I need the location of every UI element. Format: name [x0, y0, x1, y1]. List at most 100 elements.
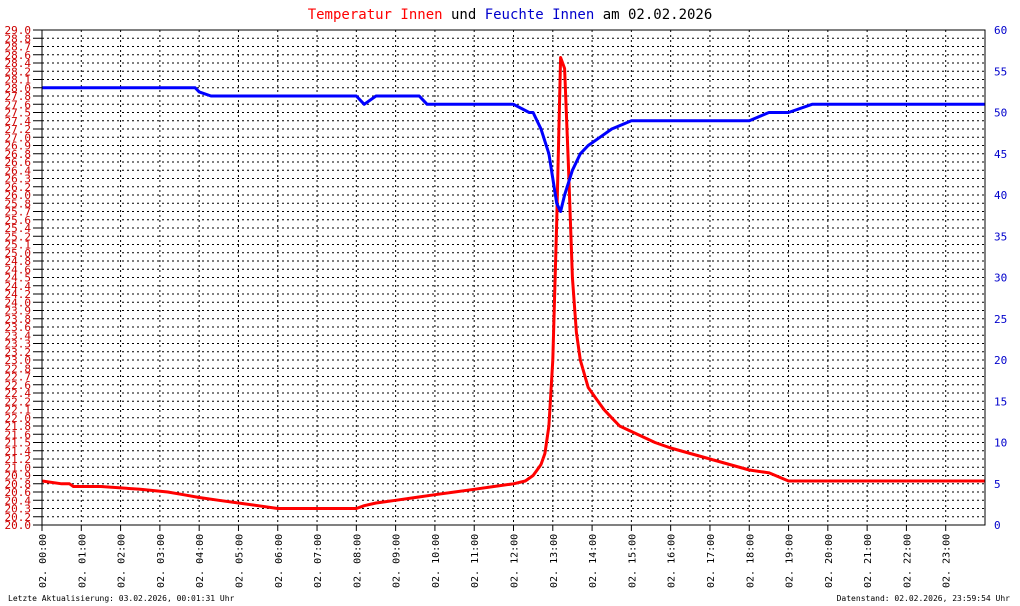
y-left-tick-label: 27.5	[5, 107, 32, 120]
y-left-tick-label: 28.2	[5, 65, 32, 78]
y-left-tick-label: 20.9	[5, 470, 32, 483]
series-line-temperature	[41, 56, 985, 510]
series-layer	[41, 56, 985, 510]
y-left-tick-label: 26.4	[5, 164, 32, 177]
y-left-tick-label: 25.4	[5, 222, 32, 235]
y-left-tick-label: 22.8	[5, 362, 32, 375]
y-left-tick-label: 20.3	[5, 503, 32, 516]
y-left-tick-label: 28.4	[5, 57, 32, 70]
y-right-tick-label: 55	[994, 65, 1007, 78]
x-tick-label: 02. 12:00	[510, 534, 521, 588]
x-tick-label: 02. 09:00	[392, 534, 403, 588]
chart-title-part: Temperatur Innen	[308, 7, 443, 23]
y-left-tick-label: 22.4	[5, 387, 32, 400]
x-tick-label: 02. 15:00	[627, 534, 638, 588]
y-right-tick-label: 20	[994, 354, 1007, 367]
x-tick-label: 02. 02:00	[117, 534, 128, 588]
y-right-tick-label: 60	[994, 24, 1007, 37]
y-left-tick-label: 27.2	[5, 123, 32, 136]
y-left-tick-label: 20.6	[5, 486, 32, 499]
y-left-tick-label: 27.0	[5, 131, 32, 144]
x-tick-label: 02. 16:00	[667, 534, 678, 588]
x-tick-label: 02. 05:00	[234, 534, 245, 588]
x-tick-label: 02. 11:00	[470, 534, 481, 588]
y-left-tick-label: 23.4	[5, 329, 32, 342]
y-right-tick-label: 10	[994, 437, 1007, 450]
x-tick-label: 02. 17:00	[706, 534, 717, 588]
y-left-tick-label: 24.2	[5, 288, 32, 301]
y-right-tick-label: 30	[994, 272, 1007, 285]
y-left-tick-label: 23.6	[5, 321, 32, 334]
x-tick-label: 02. 23:00	[942, 534, 953, 588]
x-tick-label: 02. 08:00	[352, 534, 363, 588]
chart-title: Temperatur Innen und Feuchte Innen am 02…	[308, 7, 713, 23]
y-axis-left: 20.020.220.320.420.620.820.921.021.221.4…	[5, 24, 42, 532]
y-left-tick-label: 28.1	[5, 74, 32, 87]
y-left-tick-label: 23.8	[5, 313, 32, 326]
y-right-tick-label: 40	[994, 189, 1007, 202]
y-left-tick-label: 23.9	[5, 305, 32, 318]
y-left-tick-label: 26.9	[5, 140, 32, 153]
y-left-tick-label: 23.2	[5, 346, 32, 359]
y-left-tick-label: 27.6	[5, 98, 32, 111]
y-axis-right: 0 5 10 15 20 25 30 35 40 45 50 55 60	[994, 24, 1007, 532]
y-left-tick-label: 27.8	[5, 90, 32, 103]
x-tick-label: 02. 18:00	[745, 534, 756, 588]
y-left-tick-label: 25.0	[5, 247, 32, 260]
y-left-tick-label: 21.5	[5, 437, 32, 450]
y-left-tick-label: 22.6	[5, 379, 32, 392]
grid	[42, 30, 985, 525]
x-tick-label: 02. 06:00	[274, 534, 285, 588]
y-left-tick-label: 20.0	[5, 519, 32, 532]
y-left-tick-label: 28.8	[5, 32, 32, 45]
y-left-tick-label: 22.0	[5, 412, 32, 425]
x-tick-label: 02. 22:00	[902, 534, 913, 588]
y-left-tick-label: 21.2	[5, 453, 32, 466]
y-left-tick-label: 22.1	[5, 404, 32, 417]
x-tick-label: 02. 01:00	[77, 534, 88, 588]
x-tick-label: 02. 13:00	[549, 534, 560, 588]
y-left-tick-label: 28.0	[5, 82, 32, 95]
x-tick-label: 02. 14:00	[588, 534, 599, 588]
y-left-tick-label: 20.8	[5, 478, 32, 491]
y-left-tick-label: 25.8	[5, 197, 32, 210]
x-tick-label: 02. 20:00	[824, 534, 835, 588]
y-left-tick-label: 25.2	[5, 230, 32, 243]
y-left-tick-label: 25.1	[5, 239, 32, 252]
y-left-tick-label: 23.0	[5, 354, 32, 367]
y-right-tick-label: 5	[994, 478, 1001, 491]
x-tick-label: 02. 04:00	[195, 534, 206, 588]
y-right-tick-label: 0	[994, 519, 1001, 532]
y-left-tick-label: 29.0	[5, 24, 32, 37]
x-tick-label: 02. 21:00	[863, 534, 874, 588]
y-right-tick-label: 25	[994, 313, 1007, 326]
y-right-tick-label: 35	[994, 230, 1007, 243]
footer-left: Letzte Aktualisierung: 03.02.2026, 00:01…	[8, 594, 235, 603]
chart-title-part: und	[443, 7, 485, 23]
y-left-tick-label: 21.8	[5, 420, 32, 433]
y-left-tick-label: 25.6	[5, 214, 32, 227]
y-left-tick-label: 23.3	[5, 338, 32, 351]
y-left-tick-label: 26.0	[5, 189, 32, 202]
y-left-tick-label: 26.6	[5, 156, 32, 169]
y-left-tick-label: 21.0	[5, 461, 32, 474]
series-line-humidity	[42, 86, 985, 213]
y-left-tick-label: 21.4	[5, 445, 32, 458]
y-left-tick-label: 22.7	[5, 371, 32, 384]
x-tick-label: 02. 10:00	[431, 534, 442, 588]
y-left-tick-label: 24.5	[5, 272, 32, 285]
y-left-tick-label: 28.6	[5, 49, 32, 62]
y-left-tick-label: 21.6	[5, 428, 32, 441]
y-left-tick-label: 20.2	[5, 511, 32, 524]
chart-title-part: am 02.02.2026	[594, 7, 712, 23]
y-left-tick-label: 22.2	[5, 395, 32, 408]
x-tick-label: 02. 00:00	[38, 534, 49, 588]
y-left-tick-label: 24.6	[5, 263, 32, 276]
y-left-tick-label: 28.7	[5, 41, 32, 54]
y-left-tick-label: 26.2	[5, 181, 32, 194]
x-axis: 02. 00:00 02. 01:00 02. 02:00 02. 03:00 02. …	[38, 525, 953, 588]
y-left-tick-label: 26.8	[5, 148, 32, 161]
y-left-tick-label: 20.4	[5, 494, 32, 507]
footer-right: Datenstand: 02.02.2026, 23:59:54 Uhr	[837, 594, 1011, 603]
